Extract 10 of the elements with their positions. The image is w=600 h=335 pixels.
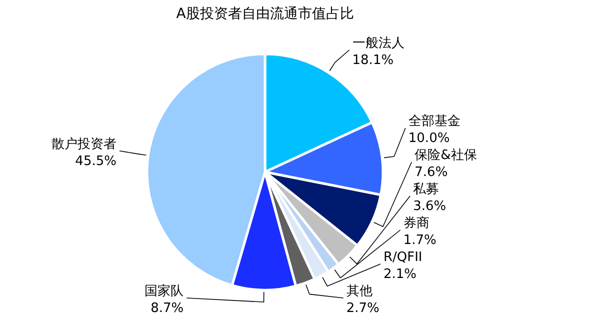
label: 保险&社保 7.6% [414, 148, 477, 180]
label: 一般法人 18.1% [352, 36, 404, 68]
chart-title: A股投资者自由流通市值占比 [176, 6, 354, 22]
label: R/QFII 2.1% [383, 250, 422, 282]
label: 全部基金 10.0% [408, 114, 460, 146]
label: 散户投资者 45.5% [52, 136, 116, 169]
label: 私募 3.6% [413, 182, 446, 214]
label: 其他 2.7% [346, 284, 380, 316]
label: 券商 1.7% [403, 216, 436, 248]
label: 国家队 8.7% [144, 284, 184, 316]
